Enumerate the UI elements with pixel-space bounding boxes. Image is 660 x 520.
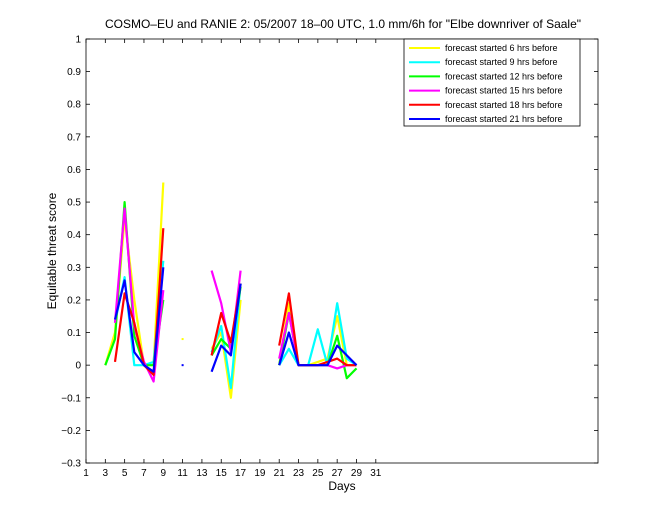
x-tick-label: 9	[161, 468, 167, 479]
x-tick-label: 19	[254, 468, 266, 479]
y-tick-label: −0.2	[61, 426, 81, 437]
y-tick-label: 0.6	[67, 165, 81, 176]
x-axis-ticks: 1 3 5 7 9 11 13 15 17 19 21 23 25 27 29 31	[83, 39, 382, 479]
legend: forecast started 6 hrs before forecast st…	[403, 38, 581, 127]
legend-label: forecast started 18 hrs before	[445, 100, 563, 110]
series-segment	[210, 283, 242, 373]
y-tick-label: 0.3	[67, 263, 81, 274]
y-axis-label: Equitable threat score	[45, 192, 59, 309]
chart-title: COSMO–EU and RANIE 2: 05/2007 18–00 UTC,…	[105, 17, 581, 31]
x-tick-label: 23	[293, 468, 305, 479]
legend-entries: forecast started 6 hrs before forecast st…	[409, 43, 563, 124]
y-tick-label: 0.7	[67, 132, 81, 143]
series-segment	[113, 267, 165, 373]
x-tick-label: 25	[312, 468, 324, 479]
legend-label: forecast started 21 hrs before	[445, 114, 563, 124]
x-tick-label: 3	[103, 468, 109, 479]
legend-label: forecast started 9 hrs before	[445, 57, 558, 67]
x-tick-label: 21	[274, 468, 286, 479]
legend-label: forecast started 15 hrs before	[445, 86, 563, 96]
series-segment	[278, 331, 358, 367]
x-tick-label: 1	[83, 468, 89, 479]
y-tick-label: 0.9	[67, 67, 81, 78]
y-tick-label: 0.4	[67, 230, 81, 241]
x-tick-label: 27	[332, 468, 344, 479]
legend-label: forecast started 12 hrs before	[445, 71, 563, 81]
x-tick-label: 5	[122, 468, 128, 479]
y-tick-label: 0.2	[67, 295, 81, 306]
x-tick-label: 7	[141, 468, 147, 479]
y-tick-label: 1	[75, 35, 81, 46]
x-tick-label: 13	[196, 468, 208, 479]
series-segment	[278, 302, 358, 367]
y-tick-label: 0.1	[67, 328, 81, 339]
y-tick-label: 0.5	[67, 198, 81, 209]
x-axis-label: Days	[328, 479, 355, 493]
y-axis-ticks: −0.3 −0.2 −0.1 0 0.1 0.2 0.3 0.4 0.5 0.6 0.7 0.8 0.9…	[61, 35, 598, 470]
y-tick-label: −0.3	[61, 459, 81, 470]
x-tick-label: 29	[351, 468, 363, 479]
y-tick-label: 0.8	[67, 100, 81, 111]
x-tick-label: 15	[216, 468, 228, 479]
series-lines	[104, 182, 358, 399]
x-tick-label: 31	[370, 468, 382, 479]
x-tick-label: 11	[177, 468, 188, 479]
y-tick-label: −0.1	[61, 393, 81, 404]
series-line	[113, 267, 358, 373]
legend-box	[403, 38, 581, 127]
y-tick-label: 0	[75, 361, 81, 372]
legend-label: forecast started 6 hrs before	[445, 43, 558, 53]
x-tick-label: 17	[235, 468, 247, 479]
